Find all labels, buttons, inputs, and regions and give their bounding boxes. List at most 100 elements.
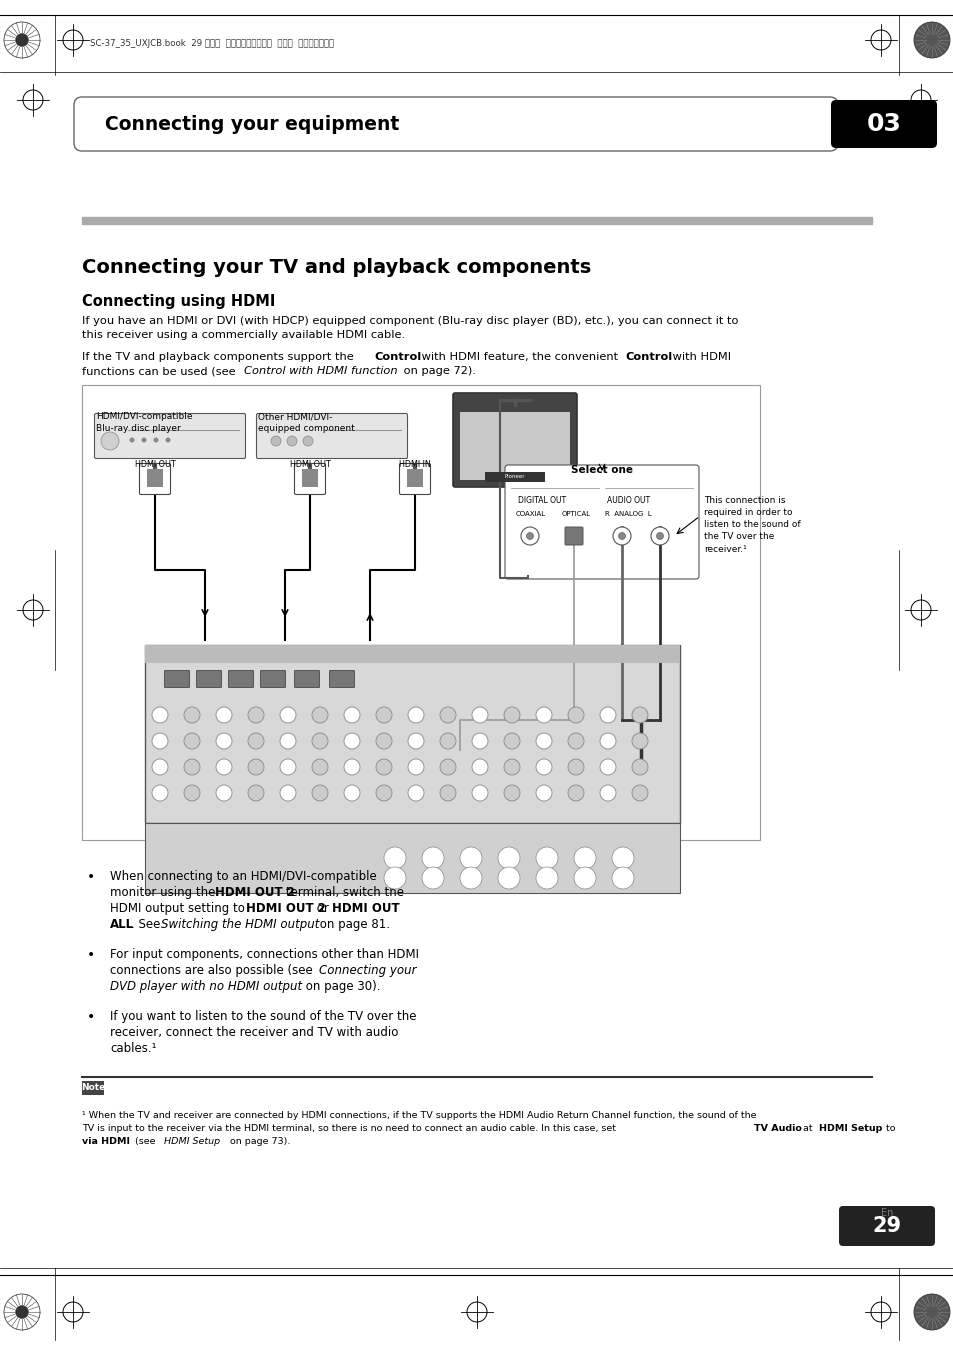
Circle shape: [472, 759, 488, 775]
Text: via HDMI: via HDMI: [82, 1137, 130, 1146]
Circle shape: [375, 784, 392, 801]
Circle shape: [215, 759, 232, 775]
FancyBboxPatch shape: [329, 671, 355, 687]
FancyBboxPatch shape: [74, 97, 837, 151]
Circle shape: [459, 867, 481, 890]
Text: En: En: [880, 1208, 892, 1218]
Circle shape: [536, 784, 552, 801]
Circle shape: [567, 707, 583, 724]
Circle shape: [472, 707, 488, 724]
Text: HDMI IN: HDMI IN: [398, 460, 431, 468]
Circle shape: [599, 784, 616, 801]
Circle shape: [599, 759, 616, 775]
Text: HDMI Setup: HDMI Setup: [164, 1137, 220, 1146]
Circle shape: [130, 437, 134, 443]
Text: DVD player with no HDMI output: DVD player with no HDMI output: [110, 980, 302, 994]
Text: HDMI OUT: HDMI OUT: [134, 460, 175, 468]
Bar: [145, 824, 679, 892]
FancyBboxPatch shape: [399, 463, 430, 494]
Text: receiver, connect the receiver and TV with audio: receiver, connect the receiver and TV wi…: [110, 1026, 398, 1040]
Text: For input components, connections other than HDMI: For input components, connections other …: [110, 948, 418, 961]
Bar: [82, 217, 871, 224]
Circle shape: [165, 437, 171, 443]
Circle shape: [599, 707, 616, 724]
FancyBboxPatch shape: [564, 526, 582, 545]
Circle shape: [152, 759, 168, 775]
Text: Connecting your TV and playback components: Connecting your TV and playback componen…: [82, 258, 591, 277]
Circle shape: [497, 846, 519, 869]
Bar: [459, 412, 569, 481]
Circle shape: [184, 707, 200, 724]
FancyBboxPatch shape: [139, 463, 171, 494]
Circle shape: [215, 784, 232, 801]
Circle shape: [439, 784, 456, 801]
Circle shape: [656, 532, 662, 540]
Text: HDMI OUT: HDMI OUT: [332, 902, 399, 915]
Circle shape: [384, 867, 406, 890]
Bar: [82, 1081, 104, 1095]
Circle shape: [152, 784, 168, 801]
Circle shape: [384, 846, 406, 869]
Text: or: or: [313, 902, 333, 915]
Text: TV is input to the receiver via the HDMI terminal, so there is no need to connec: TV is input to the receiver via the HDMI…: [82, 1125, 618, 1133]
Circle shape: [153, 437, 158, 443]
Circle shape: [913, 1295, 949, 1330]
Text: 29: 29: [872, 1216, 901, 1237]
Bar: [145, 645, 679, 824]
Circle shape: [408, 733, 423, 749]
Circle shape: [503, 733, 519, 749]
Text: functions can be used (see: functions can be used (see: [82, 366, 239, 377]
Circle shape: [567, 784, 583, 801]
Text: Pioneer: Pioneer: [504, 474, 525, 479]
Circle shape: [612, 867, 634, 890]
Text: If the TV and playback components support the: If the TV and playback components suppor…: [82, 352, 357, 362]
Circle shape: [375, 733, 392, 749]
Circle shape: [344, 733, 359, 749]
Circle shape: [631, 733, 647, 749]
Text: on page 73).: on page 73).: [227, 1137, 290, 1146]
Text: connections are also possible (see: connections are also possible (see: [110, 964, 316, 977]
Circle shape: [612, 846, 634, 869]
Circle shape: [536, 733, 552, 749]
Circle shape: [287, 436, 296, 446]
Circle shape: [215, 707, 232, 724]
Circle shape: [503, 759, 519, 775]
Circle shape: [421, 846, 443, 869]
Circle shape: [520, 526, 538, 545]
Circle shape: [344, 759, 359, 775]
Circle shape: [618, 532, 625, 540]
Circle shape: [15, 1305, 29, 1319]
Text: Control: Control: [374, 352, 421, 362]
Text: •: •: [87, 948, 95, 963]
Circle shape: [280, 784, 295, 801]
Circle shape: [141, 437, 147, 443]
Bar: [484, 472, 544, 482]
Circle shape: [248, 707, 264, 724]
Circle shape: [303, 436, 313, 446]
FancyBboxPatch shape: [830, 100, 936, 148]
Circle shape: [101, 432, 119, 450]
FancyBboxPatch shape: [838, 1206, 934, 1246]
Text: Note: Note: [81, 1084, 105, 1092]
Circle shape: [650, 526, 668, 545]
Text: DIGITAL OUT: DIGITAL OUT: [517, 495, 565, 505]
Circle shape: [567, 759, 583, 775]
Text: . See: . See: [131, 918, 164, 932]
Text: 03: 03: [865, 112, 901, 136]
Text: This connection is
required in order to
listen to the sound of
the TV over the
r: This connection is required in order to …: [703, 495, 800, 554]
Circle shape: [631, 784, 647, 801]
Circle shape: [312, 733, 328, 749]
Text: terminal, switch the: terminal, switch the: [282, 886, 403, 899]
Text: •: •: [87, 1010, 95, 1025]
Circle shape: [271, 436, 281, 446]
Circle shape: [497, 867, 519, 890]
Text: SC-37_35_UXJCB.book  29 ページ  ２０１０年３月９日  火曜日  午前９時３２分: SC-37_35_UXJCB.book 29 ページ ２０１０年３月９日 火曜日…: [90, 39, 334, 47]
Text: Connecting using HDMI: Connecting using HDMI: [82, 294, 275, 309]
FancyBboxPatch shape: [294, 463, 325, 494]
Circle shape: [421, 867, 443, 890]
FancyBboxPatch shape: [260, 671, 285, 687]
Circle shape: [536, 867, 558, 890]
Circle shape: [152, 733, 168, 749]
Text: (see: (see: [132, 1137, 158, 1146]
Bar: [82, 385, 760, 840]
